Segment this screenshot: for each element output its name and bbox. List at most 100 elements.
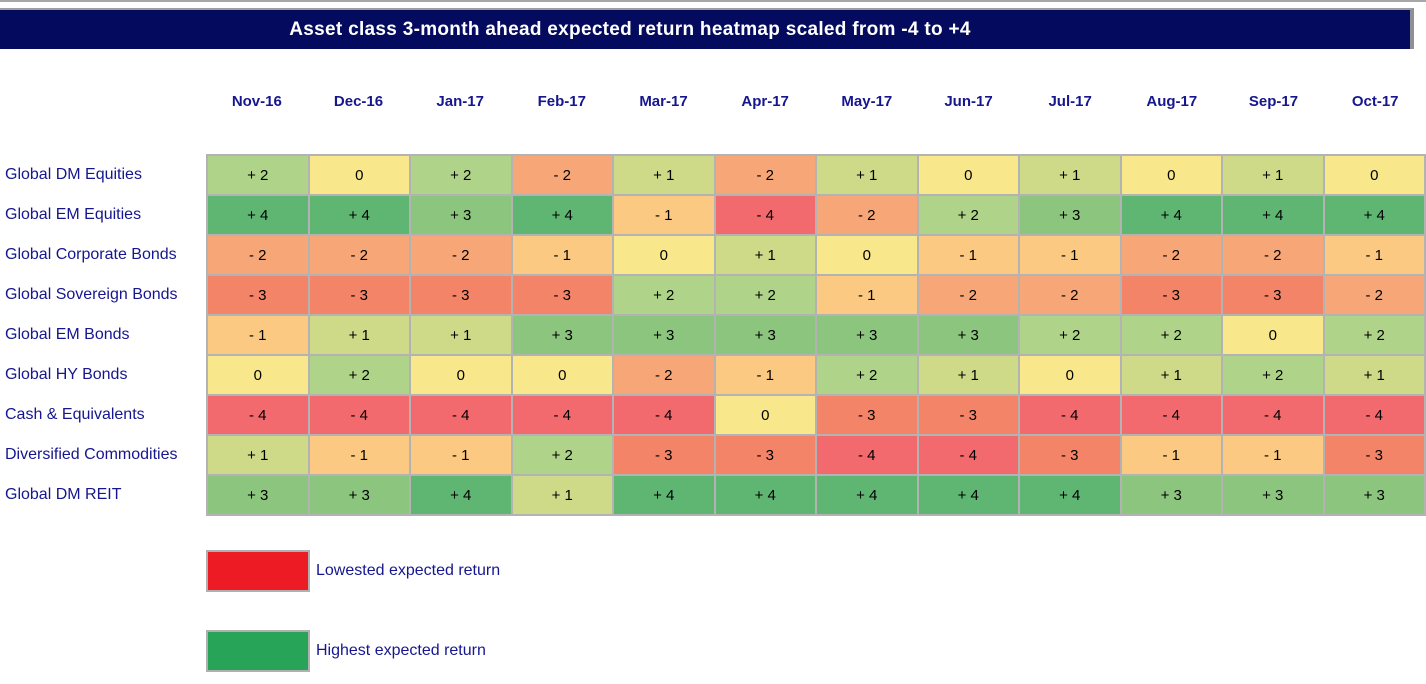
heatmap-cell: - 1 (1020, 236, 1120, 274)
chart-title: Asset class 3-month ahead expected retur… (289, 18, 971, 40)
heatmap-cell: - 3 (411, 276, 511, 314)
heatmap-cell: + 4 (817, 476, 917, 514)
heatmap-cell: - 1 (715, 356, 815, 394)
legend-highest-swatch (206, 630, 310, 672)
chart-title-bar: Asset class 3-month ahead expected retur… (0, 8, 1414, 49)
heatmap-cell: - 3 (614, 436, 714, 474)
heatmap-cell: - 2 (715, 156, 815, 194)
legend-lowest-swatch (206, 550, 310, 592)
heatmap-cell: - 4 (715, 196, 815, 234)
heatmap-cell: - 4 (918, 436, 1018, 474)
window-top-border (0, 0, 1426, 2)
heatmap-cell: + 3 (411, 196, 511, 234)
heatmap-cell: + 1 (614, 156, 714, 194)
heatmap-cell: + 2 (614, 276, 714, 314)
heatmap-cell: + 1 (309, 316, 409, 354)
heatmap-cell: + 3 (512, 316, 612, 354)
heatmap-cell: - 1 (817, 276, 917, 314)
legend-highest-label: Highest expected return (316, 642, 486, 659)
heatmap-cell: + 1 (411, 316, 511, 354)
heatmap-cell: + 3 (309, 476, 409, 514)
heatmap-cell: - 2 (918, 276, 1018, 314)
heatmap-cell: + 1 (715, 236, 815, 274)
column-header: Mar-17 (639, 92, 688, 110)
heatmap-cell: - 1 (918, 236, 1018, 274)
heatmap-cell: + 2 (512, 436, 612, 474)
heatmap-cell: 0 (918, 156, 1018, 194)
heatmap-cell: + 4 (411, 476, 511, 514)
row-label: Global HY Bonds (5, 366, 128, 383)
heatmap-cell: - 3 (918, 396, 1018, 434)
heatmap-cell: - 2 (1324, 276, 1424, 314)
heatmap-cell: + 2 (309, 356, 409, 394)
heatmap-cell: 0 (512, 356, 612, 394)
heatmap-cell: + 1 (1121, 356, 1221, 394)
heatmap-cell: + 3 (1223, 476, 1323, 514)
heatmap-cell: + 4 (512, 196, 612, 234)
column-header: Sep-17 (1248, 92, 1299, 110)
heatmap-cell: + 3 (715, 316, 815, 354)
heatmap-cell: + 4 (1121, 196, 1221, 234)
heatmap-cell: + 3 (614, 316, 714, 354)
heatmap-cell: + 4 (309, 196, 409, 234)
heatmap-cell: + 2 (1020, 316, 1120, 354)
heatmap-cell: - 2 (411, 236, 511, 274)
heatmap-cell: + 3 (817, 316, 917, 354)
heatmap-cell: - 2 (1020, 276, 1120, 314)
heatmap-cell: + 1 (208, 436, 308, 474)
heatmap-cell: + 2 (411, 156, 511, 194)
heatmap-cell: - 3 (817, 396, 917, 434)
row-label: Cash & Equivalents (5, 406, 145, 423)
column-header: Aug-17 (1146, 92, 1198, 110)
heatmap-cell: + 4 (1324, 196, 1424, 234)
heatmap-cell: + 4 (715, 476, 815, 514)
heatmap-cell: - 3 (1121, 276, 1221, 314)
heatmap-cell: - 2 (614, 356, 714, 394)
heatmap-cell: - 4 (817, 436, 917, 474)
heatmap-cell: - 1 (1324, 236, 1424, 274)
heatmap-cell: + 3 (1324, 476, 1424, 514)
column-headers: Nov-16 Dec-16 Jan-17 Feb-17 Mar-17 Apr-17 May-… (206, 88, 1426, 114)
heatmap-cell: 0 (309, 156, 409, 194)
heatmap-cell: 0 (1121, 156, 1221, 194)
heatmap-cell: - 3 (512, 276, 612, 314)
heatmap-cell: - 4 (512, 396, 612, 434)
heatmap-cell: + 4 (1020, 476, 1120, 514)
heatmap-cell: - 1 (208, 316, 308, 354)
column-header: Dec-16 (333, 92, 384, 110)
heatmap-cell: 0 (614, 236, 714, 274)
legend-lowest-label: Lowested expected return (316, 562, 501, 579)
heatmap-cell: - 4 (614, 396, 714, 434)
heatmap-cell: + 1 (817, 156, 917, 194)
heatmap-cell: + 4 (208, 196, 308, 234)
column-header: May-17 (841, 92, 893, 110)
heatmap-cell: - 1 (512, 236, 612, 274)
heatmap-cell: - 3 (1223, 276, 1323, 314)
column-header: Oct-17 (1351, 92, 1399, 110)
heatmap-cell: 0 (1020, 356, 1120, 394)
heatmap-cell: - 2 (817, 196, 917, 234)
heatmap-cell: 0 (1223, 316, 1323, 354)
heatmap-cell: + 1 (918, 356, 1018, 394)
heatmap-cell: - 2 (512, 156, 612, 194)
heatmap-cell: - 3 (1020, 436, 1120, 474)
heatmap-cell: + 3 (208, 476, 308, 514)
heatmap-cell: - 2 (208, 236, 308, 274)
heatmap-cell: + 4 (1223, 196, 1323, 234)
heatmap-cell: - 4 (1020, 396, 1120, 434)
heatmap-cell: + 4 (614, 476, 714, 514)
heatmap-cell: 0 (411, 356, 511, 394)
heatmap-cell: - 1 (309, 436, 409, 474)
heatmap-cell: - 4 (1121, 396, 1221, 434)
heatmap-cell: + 3 (1121, 476, 1221, 514)
heatmap-cell: - 1 (1223, 436, 1323, 474)
heatmap-cell: + 1 (512, 476, 612, 514)
column-header: Nov-16 (231, 92, 282, 110)
heatmap-cell: + 2 (1223, 356, 1323, 394)
row-label: Global DM REIT (5, 486, 122, 503)
heatmap-cell: - 3 (309, 276, 409, 314)
heatmap-cell: - 2 (1223, 236, 1323, 274)
heatmap-cell: + 2 (1121, 316, 1221, 354)
row-label: Global EM Equities (5, 206, 142, 223)
heatmap-cell: + 1 (1020, 156, 1120, 194)
